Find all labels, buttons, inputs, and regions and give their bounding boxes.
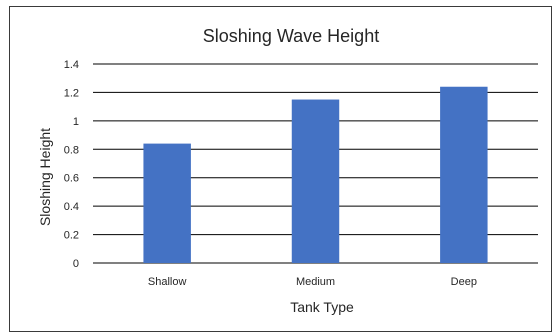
y-axis-title[interactable]: Sloshing Height xyxy=(37,128,53,226)
y-tick-label: 0.6 xyxy=(64,173,79,185)
y-axis-tick-labels: 0 0.2 0.4 0.6 0.8 1 1.2 1.4 xyxy=(64,59,79,270)
bar-deep[interactable] xyxy=(440,86,488,263)
y-tick-label: 1.4 xyxy=(64,59,79,71)
chart-title[interactable]: Sloshing Wave Height xyxy=(203,26,379,46)
bar-shallow[interactable] xyxy=(143,143,191,263)
y-tick-label: 1 xyxy=(73,116,79,128)
bar-chart: Sloshing Wave Height 0 0.2 0.4 0.6 0.8 1 1.2 1.… xyxy=(37,26,538,315)
y-tick-label: 1.2 xyxy=(64,87,79,99)
x-tick-label: Shallow xyxy=(148,276,187,288)
x-tick-label: Deep xyxy=(451,276,477,288)
y-tick-label: 0.2 xyxy=(64,230,79,242)
y-tick-label: 0.4 xyxy=(64,201,79,213)
x-axis-title[interactable]: Tank Type xyxy=(290,299,354,315)
y-tick-label: 0.8 xyxy=(64,144,79,156)
chart-area[interactable]: Sloshing Wave Height 0 0.2 0.4 0.6 0.8 1 1.2 1.… xyxy=(9,6,552,332)
x-tick-label: Medium xyxy=(296,276,335,288)
bar-medium[interactable] xyxy=(291,99,340,264)
y-tick-label: 0 xyxy=(73,258,79,270)
bars xyxy=(143,86,488,264)
x-axis-tick-labels: Shallow Medium Deep xyxy=(148,276,477,288)
